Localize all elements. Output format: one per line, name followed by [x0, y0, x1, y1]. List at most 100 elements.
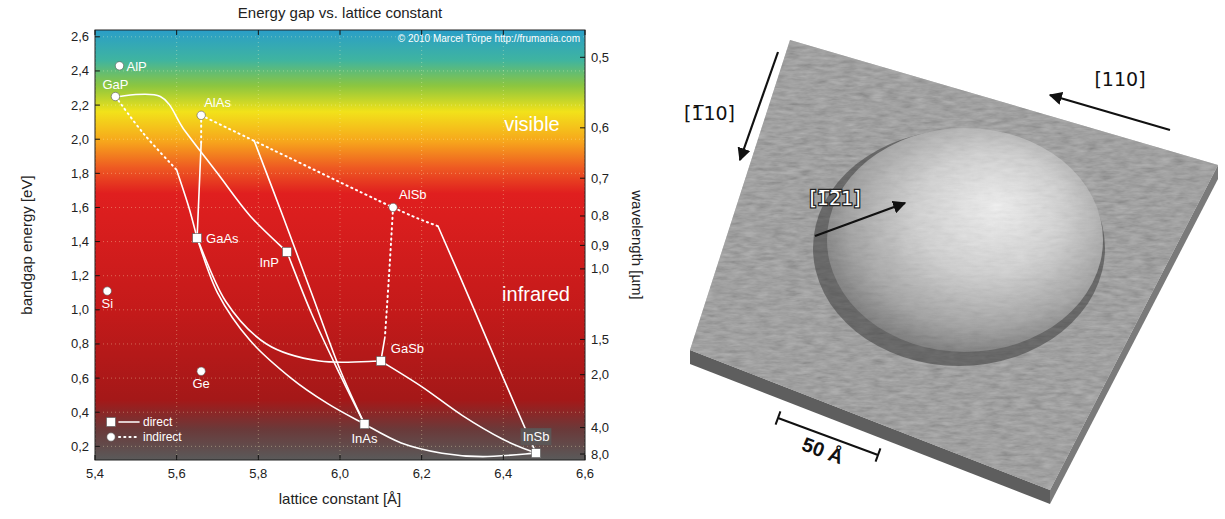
y-tick — [95, 70, 100, 71]
y-tick — [95, 412, 100, 413]
y-tick-label: 1,0 — [71, 302, 89, 317]
y-tick-label: 0,2 — [71, 439, 89, 454]
alloy-curve — [197, 143, 201, 239]
plot-data — [103, 62, 540, 458]
y-tick — [95, 105, 100, 106]
alloy-curve — [287, 252, 365, 424]
direction-label: [1̅10] — [684, 102, 735, 124]
y2-tick-label: 8,0 — [591, 447, 609, 462]
y2-tick — [580, 245, 585, 246]
legend-label: direct — [143, 415, 173, 429]
y2-tick — [580, 268, 585, 269]
grid-line — [258, 30, 259, 460]
slab-top — [690, 40, 1218, 490]
alloy-curve — [201, 115, 438, 226]
y2-tick-label: 1,0 — [591, 261, 609, 276]
alloy-curve — [438, 226, 536, 453]
alloy-curve — [385, 207, 393, 337]
x-tick-label: 5,8 — [249, 466, 267, 481]
y-tick — [95, 241, 100, 242]
y2-tick — [580, 374, 585, 375]
direction-arrow — [740, 52, 778, 160]
grid-line — [95, 343, 585, 344]
y2-tick-label: 4,0 — [591, 420, 609, 435]
point-label: GaP — [102, 77, 128, 92]
grid-line — [95, 241, 585, 242]
y2-tick-label: 2,0 — [591, 367, 609, 382]
x-tick-label: 5,6 — [168, 466, 186, 481]
direction-arrow — [1050, 95, 1170, 130]
x-tick — [258, 30, 259, 35]
alloy-curve — [177, 170, 197, 238]
y2-tick-label: 0,7 — [591, 171, 609, 186]
y-tick-label: 0,6 — [71, 371, 89, 386]
x-tick — [503, 30, 504, 35]
legend-marker — [107, 418, 116, 427]
legend-line — [119, 436, 139, 438]
y-tick-label: 2,2 — [71, 98, 89, 113]
material-point — [389, 203, 397, 211]
alloy-curve — [254, 141, 364, 424]
scale-bar-end — [776, 411, 781, 424]
point-label: AlSb — [399, 187, 426, 202]
material-point — [193, 234, 202, 243]
credit: © 2010 Marcel Törpe http://frumania.com — [398, 33, 580, 44]
material-point — [532, 449, 541, 458]
alloy-curve — [197, 238, 364, 424]
grid-line — [340, 30, 341, 460]
y-tick-label: 1,6 — [71, 200, 89, 215]
y2-tick-label: 0,9 — [591, 238, 609, 253]
x-tick — [421, 455, 422, 460]
grid-line — [95, 378, 585, 379]
x-tick-label: 6,2 — [413, 466, 431, 481]
legend-label: indirect — [143, 430, 182, 444]
plot-frame — [95, 30, 585, 460]
material-point — [111, 92, 119, 100]
x-axis-title: lattice constant [Å] — [279, 490, 402, 507]
y-tick-label: 2,4 — [71, 63, 89, 78]
y-tick — [95, 446, 100, 447]
material-point — [360, 420, 369, 429]
grid-line — [95, 139, 585, 140]
y2-tick-label: 0,5 — [591, 50, 609, 65]
y2-tick — [580, 339, 585, 340]
material-point — [197, 367, 205, 375]
y-tick — [95, 275, 100, 276]
y2-tick — [580, 215, 585, 216]
axes: 5,45,65,86,06,26,46,60,20,40,60,81,01,21… — [71, 29, 609, 481]
y2-tick — [580, 178, 585, 179]
y-tick — [95, 207, 100, 208]
alloy-curve — [381, 361, 536, 453]
point-label: AlP — [127, 59, 147, 74]
label-patch — [521, 428, 552, 445]
grid-line — [95, 412, 585, 413]
y-tick — [95, 343, 100, 344]
x-tick-label: 6,6 — [576, 466, 594, 481]
plot-background — [95, 30, 585, 460]
scale-bar-label: 50 Å — [799, 432, 847, 468]
x-tick-label: 6,0 — [331, 466, 349, 481]
legend-marker — [107, 433, 115, 441]
annotation: visible — [504, 113, 560, 135]
y-tick — [95, 173, 100, 174]
chart-title: Energy gap vs. lattice constant — [238, 4, 443, 21]
x-tick-label: 6,4 — [494, 466, 512, 481]
y2-tick-label: 1,5 — [591, 332, 609, 347]
grid-line — [95, 173, 585, 174]
material-point — [103, 287, 111, 295]
grid-line — [95, 309, 585, 310]
material-point — [376, 357, 385, 366]
material-point — [197, 111, 205, 119]
surface-noise — [690, 40, 1218, 490]
grid-line — [503, 30, 504, 460]
y-tick — [95, 309, 100, 310]
y-tick-label: 1,8 — [71, 166, 89, 181]
point-labels: GaAsInPGaSbInAsInSbAlPGaPAlAsAlSbSiGe — [101, 59, 551, 446]
y2-axis-title: wavelength [µm] — [629, 189, 646, 300]
dome-noise — [827, 128, 1103, 352]
alloy-curve — [115, 97, 176, 170]
x-tick — [176, 30, 177, 35]
x-tick — [340, 455, 341, 460]
y-tick-label: 2,0 — [71, 132, 89, 147]
y-tick-label: 0,4 — [71, 405, 89, 420]
